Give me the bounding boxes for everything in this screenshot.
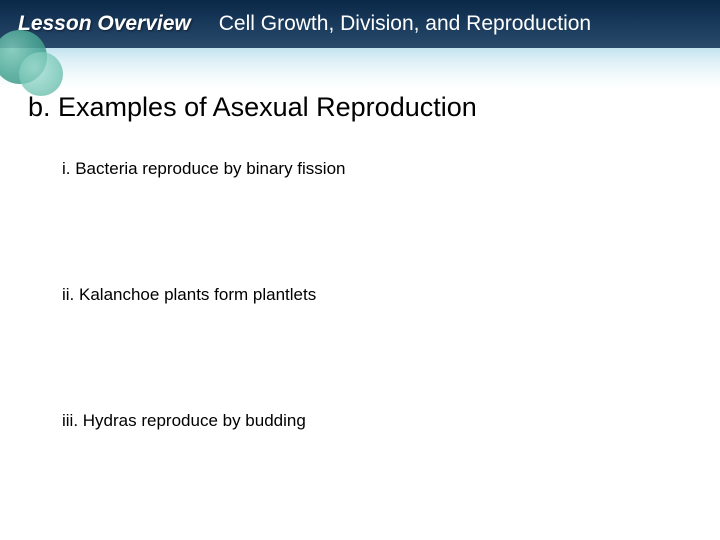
circle-decoration: [0, 30, 65, 110]
list-item: ii. Kalanchoe plants form plantlets: [62, 285, 692, 305]
decorative-band: [0, 48, 720, 90]
slide-header: Lesson Overview Cell Growth, Division, a…: [0, 0, 720, 48]
section-heading: b. Examples of Asexual Reproduction: [28, 92, 692, 123]
circle-shape-2: [19, 52, 63, 96]
list-item: iii. Hydras reproduce by budding: [62, 411, 692, 431]
list-item: i. Bacteria reproduce by binary fission: [62, 159, 692, 179]
lesson-title: Cell Growth, Division, and Reproduction: [219, 12, 591, 36]
content-area: b. Examples of Asexual Reproduction i. B…: [0, 92, 720, 431]
